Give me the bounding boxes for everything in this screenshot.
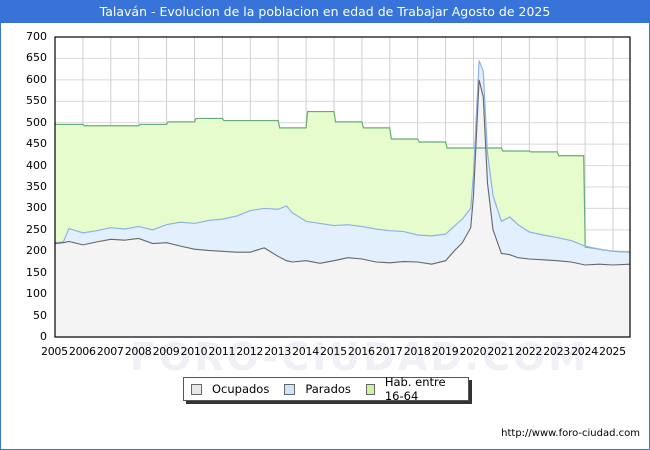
y-tick-label: 550 (26, 94, 47, 108)
y-tick-label: 250 (26, 222, 47, 236)
legend-item-ocupados: Ocupados (191, 382, 269, 396)
y-tick-label: 300 (26, 201, 47, 215)
y-tick-label: 50 (33, 308, 47, 322)
y-tick-label: 500 (26, 115, 47, 129)
watermark: FORO-CIUDAD.COM (130, 335, 590, 379)
chart-title: Talaván - Evolucion de la poblacion en e… (0, 0, 650, 23)
y-tick-label: 450 (26, 137, 47, 151)
plot-border (54, 36, 631, 338)
y-tick-label: 700 (26, 30, 47, 43)
y-tick-label: 600 (26, 72, 47, 86)
x-tick-label: 2015 (320, 345, 347, 358)
legend-item-parados: Parados (284, 382, 351, 396)
source-link[interactable]: http://www.foro-ciudad.com (501, 428, 640, 439)
y-tick-label: 650 (26, 51, 47, 65)
x-tick-label: 2006 (68, 345, 96, 358)
x-tick-label: 2018 (403, 345, 431, 358)
legend-item-hab: Hab. entre 16-64 (365, 375, 460, 403)
x-tick-label: 2007 (96, 345, 124, 358)
legend-swatch-hab (365, 383, 375, 395)
x-tick-label: 2022 (515, 345, 543, 358)
y-tick-label: 0 (40, 330, 47, 343)
x-tick-label: 2019 (431, 345, 459, 358)
y-tick-label: 100 (26, 287, 47, 301)
ocupados-area (55, 79, 630, 337)
legend: Ocupados Parados Hab. entre 16-64 (183, 375, 469, 403)
x-tick-label: 2024 (571, 345, 598, 358)
x-tick-label: 2016 (347, 345, 375, 358)
y-tick-label: 200 (26, 244, 47, 258)
x-tick-label: 2014 (292, 345, 319, 358)
legend-swatch-parados (284, 383, 296, 395)
x-tick-label: 2012 (236, 345, 264, 358)
x-tick-label: 2017 (375, 345, 403, 358)
x-tick-label: 2009 (152, 345, 180, 358)
legend-swatch-ocupados (191, 383, 202, 395)
x-tick-label: 2025 (599, 345, 626, 358)
x-tick-label: 2021 (487, 345, 515, 358)
x-tick-label: 2008 (124, 345, 152, 358)
x-tick-label: 2005 (41, 345, 68, 358)
y-tick-label: 400 (26, 158, 47, 172)
ocupados-line (54, 79, 630, 266)
y-tick-label: 350 (26, 180, 47, 193)
x-tick-label: 2011 (208, 345, 236, 358)
parados-line (54, 60, 630, 253)
x-tick-label: 2020 (459, 345, 487, 358)
x-tick-label: 2023 (543, 345, 570, 358)
x-tick-label: 2013 (264, 345, 291, 358)
y-tick-label: 150 (26, 265, 47, 279)
x-tick-label: 2010 (180, 345, 208, 358)
hab-line (55, 110, 630, 253)
